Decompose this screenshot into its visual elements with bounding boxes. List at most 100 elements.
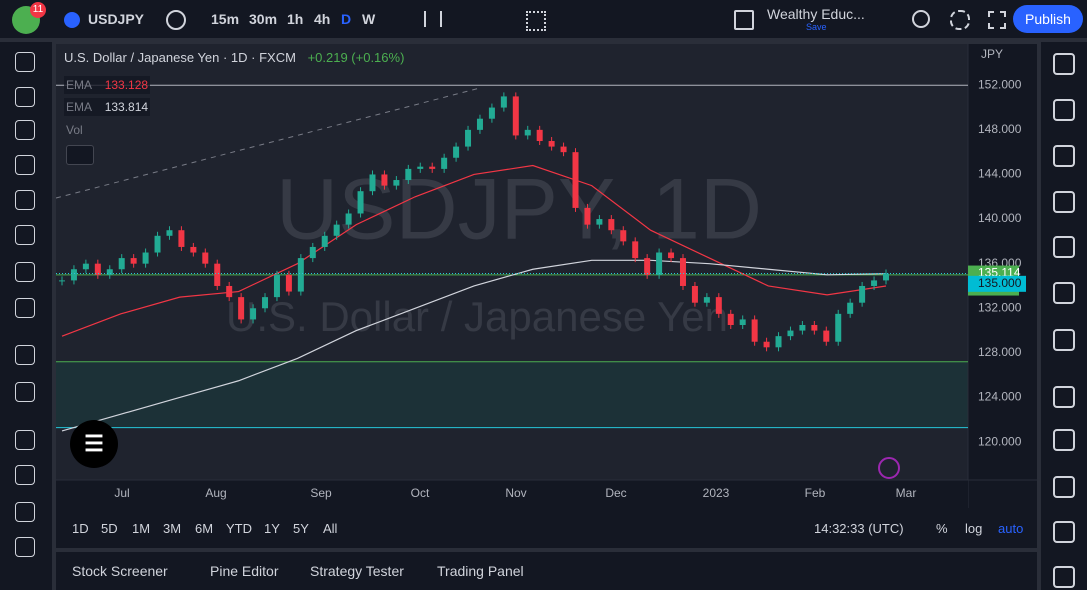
candle-body [703, 297, 710, 303]
badge: 11 [30, 2, 46, 18]
trend-line [56, 87, 481, 199]
interval[interactable]: D [341, 11, 352, 27]
range-button[interactable]: 1Y [264, 521, 280, 536]
tool-icon[interactable] [15, 155, 35, 175]
candle-body [297, 258, 304, 292]
watermark-name: U.S. Dollar / Japanese Yen [226, 293, 728, 340]
candle-body [285, 274, 292, 292]
candle-body [273, 274, 280, 298]
panel-icon[interactable] [1053, 53, 1075, 75]
candle-body [106, 269, 113, 275]
range-button[interactable]: 3M [163, 521, 182, 536]
range-button[interactable]: 1M [132, 521, 151, 536]
candle-body [584, 207, 591, 225]
panel-icon[interactable] [1053, 236, 1075, 258]
candle-body [429, 166, 436, 169]
tool-icon[interactable] [15, 537, 35, 557]
candle-body [620, 230, 627, 242]
candle-body [823, 330, 830, 342]
tool-icon[interactable] [15, 502, 35, 522]
scale-option[interactable]: auto [998, 521, 1024, 536]
symbol[interactable]: USDJPY [88, 11, 145, 27]
candle-body [130, 258, 137, 264]
interval[interactable]: 30m [249, 11, 278, 27]
panel-icon[interactable] [1053, 145, 1075, 167]
panel-icon[interactable] [1053, 99, 1075, 121]
candle-body [500, 96, 507, 108]
panel-icon[interactable] [1053, 429, 1075, 451]
candle-body [118, 258, 125, 270]
bottom-tab[interactable]: Trading Panel [437, 563, 524, 579]
candle-body [94, 263, 101, 275]
interval[interactable]: 4h [314, 11, 331, 27]
tool-icon[interactable] [15, 225, 35, 245]
layout-box[interactable] [734, 10, 754, 30]
panel-icon[interactable] [1053, 566, 1075, 588]
candle-body [381, 174, 388, 186]
panel-icon[interactable] [1053, 521, 1075, 543]
legend-change: +0.219 (+0.16%) [307, 50, 405, 65]
candle-body [393, 180, 400, 186]
interval[interactable]: 15m [211, 11, 240, 27]
tool-icon[interactable] [15, 87, 35, 107]
candle-body [632, 241, 639, 259]
tool-icon[interactable] [15, 345, 35, 365]
tool-icon[interactable] [15, 382, 35, 402]
save[interactable]: Save [806, 22, 827, 32]
chart-type[interactable] [424, 11, 442, 27]
y-tick-label: 152.000 [978, 77, 1022, 91]
range-button[interactable]: 5D [101, 521, 118, 536]
candle-body [739, 319, 746, 326]
range-button[interactable]: 6M [195, 521, 214, 536]
chart: USDJPY, 1D U.S. Dollar / Japanese Yen JP… [56, 44, 1037, 508]
tool-icon[interactable] [15, 52, 35, 72]
candle-body [596, 219, 603, 225]
ema1-label: EMA [66, 78, 92, 92]
scale-option[interactable]: % [936, 521, 948, 536]
tool-icon[interactable] [15, 120, 35, 140]
tool-icon[interactable] [15, 465, 35, 485]
y-tick-label: 140.000 [978, 211, 1022, 225]
candle-body [190, 246, 197, 253]
tool-icon[interactable] [15, 298, 35, 318]
publish-button[interactable]: Publish [1013, 5, 1083, 33]
candle-body [345, 213, 352, 225]
range-button[interactable]: YTD [226, 521, 252, 536]
range-button[interactable]: All [323, 521, 338, 536]
candle-body [226, 285, 233, 298]
layout-name[interactable]: Wealthy Educ... [767, 6, 865, 22]
panel-icon[interactable] [1053, 329, 1075, 351]
search[interactable] [912, 10, 930, 28]
scale-option[interactable]: log [965, 521, 983, 536]
bottom-tab[interactable]: Stock Screener [72, 563, 168, 579]
range-button[interactable]: 1D [72, 521, 89, 536]
interval[interactable]: 1h [287, 11, 304, 27]
vol: Vol [66, 123, 83, 137]
candle-body [691, 285, 698, 303]
watermark-symbol: USDJPY, 1D [276, 162, 762, 258]
candle-body [465, 129, 472, 147]
alerts-button[interactable] [878, 457, 900, 479]
fullscreen[interactable] [988, 11, 1006, 29]
bottom-tab[interactable]: Strategy Tester [310, 563, 404, 579]
layouts[interactable] [526, 11, 546, 31]
flag [64, 12, 80, 28]
bottom-tab[interactable]: Pine Editor [210, 563, 279, 579]
zone-teal [56, 361, 968, 428]
panel-icon[interactable] [1053, 191, 1075, 213]
panel-icon[interactable] [1053, 476, 1075, 498]
collapse-legend[interactable] [66, 145, 94, 165]
tool-icon[interactable] [15, 190, 35, 210]
interval[interactable]: W [362, 11, 376, 27]
tool-icon[interactable] [15, 262, 35, 282]
panel-icon[interactable] [1053, 386, 1075, 408]
y-tick-label: 144.000 [978, 167, 1022, 181]
settings[interactable] [950, 10, 970, 30]
x-tick-label: Sep [310, 486, 332, 500]
range-button[interactable]: 5Y [293, 521, 309, 536]
add-symbol[interactable] [166, 10, 186, 30]
tool-icon[interactable] [15, 430, 35, 450]
candle-body [847, 302, 854, 314]
panel-icon[interactable] [1053, 282, 1075, 304]
candle-body [536, 129, 543, 142]
